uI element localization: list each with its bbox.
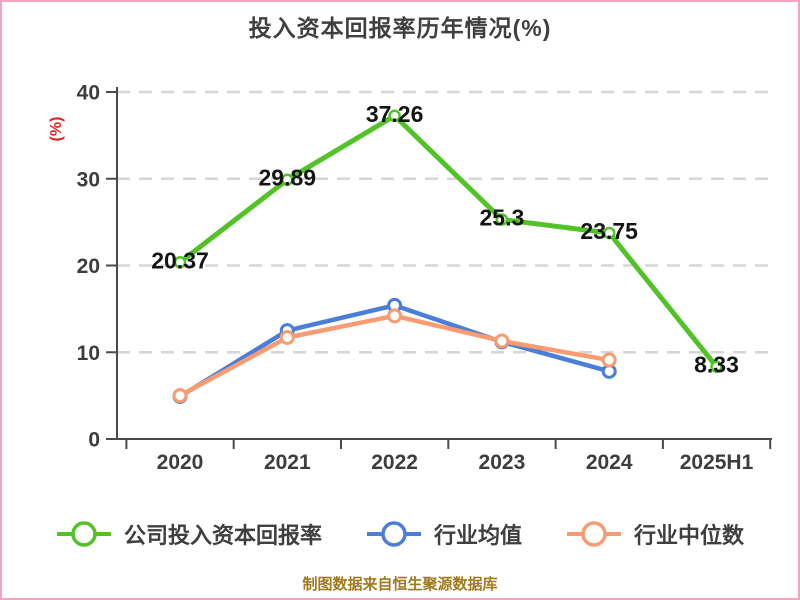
legend-line-circle-icon <box>567 521 621 547</box>
chart-title: 投入资本回报率历年情况(%) <box>248 15 552 41</box>
legend-item-company-roic[interactable]: 公司投入资本回报率 <box>56 518 322 550</box>
series-line-0 <box>177 113 719 370</box>
y-tick-label: 20 <box>77 255 100 278</box>
legend-item-industry-median[interactable]: 行业中位数 <box>566 518 744 550</box>
data-point <box>387 308 403 324</box>
line-chart: 0 10 20 30 40 2020 2021 2022 2023 2024 2025H1 (%) 20… <box>48 82 772 474</box>
data-point <box>388 109 401 123</box>
y-tick-label: 10 <box>77 342 100 365</box>
legend-line-circle-icon <box>366 521 421 547</box>
axes <box>116 87 772 440</box>
data-source-note: 制图数据来自恒生聚源数据库 <box>302 576 498 593</box>
x-tick-label: 2025H1 <box>680 451 754 474</box>
y-tick-label: 40 <box>77 82 100 105</box>
y-tick-label: 0 <box>88 429 100 452</box>
data-point <box>172 388 188 404</box>
value-label: 23.75 <box>580 218 638 244</box>
data-point <box>281 173 294 186</box>
data-point <box>495 213 509 226</box>
data-point <box>601 352 617 368</box>
value-label: 37.26 <box>366 101 424 127</box>
legend-label-industry-median: 行业中位数 <box>634 523 745 548</box>
data-point <box>494 333 510 349</box>
legend-item-industry-mean[interactable]: 行业均值 <box>366 518 522 550</box>
value-label: 29.89 <box>259 165 317 191</box>
y-tick-label: 30 <box>77 168 100 191</box>
x-tick-label: 2024 <box>586 451 633 474</box>
legend: 公司投入资本回报率 行业均值 行业中位数 <box>2 518 798 550</box>
legend-label-company-roic: 公司投入资本回报率 <box>123 523 322 548</box>
value-label: 8.33 <box>694 352 739 378</box>
data-point <box>710 360 723 373</box>
legend-label-industry-mean: 行业均值 <box>433 523 522 548</box>
value-label: 25.3 <box>480 205 525 231</box>
value-label: 20.37 <box>151 247 209 273</box>
x-tick-label: 2020 <box>157 451 204 474</box>
legend-line-circle-icon <box>56 521 111 547</box>
data-point <box>279 330 295 346</box>
x-tick-label: 2021 <box>264 451 311 474</box>
data-point <box>173 256 187 269</box>
x-tick-label: 2023 <box>479 451 526 474</box>
y-axis-label: (%) <box>48 117 65 142</box>
data-point <box>602 226 616 240</box>
x-tick-label: 2022 <box>371 451 418 474</box>
